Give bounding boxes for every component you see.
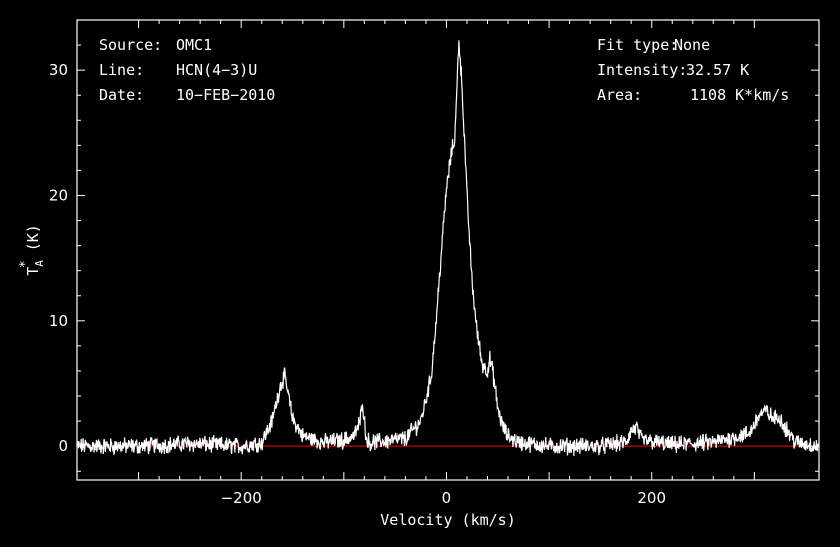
intensity-label: Intensity: [597, 61, 687, 79]
x-tick-label: 0 [442, 489, 452, 507]
source-label: Source: [99, 36, 162, 54]
date-label: Date: [99, 86, 144, 104]
line-label: Line: [99, 61, 144, 79]
spectrum-trace [76, 40, 820, 456]
x-axis-label: Velocity (km/s) [380, 511, 515, 529]
x-tick-label: −200 [221, 489, 262, 507]
y-axis-label: TA* (K) [18, 224, 46, 276]
y-tick-label: 10 [49, 312, 68, 330]
x-tick-label: 200 [637, 489, 666, 507]
source-value: OMC1 [176, 36, 212, 54]
plot-border [76, 19, 820, 481]
fit-type-value: None [674, 36, 710, 54]
svg-text:TA* (K): TA* (K) [18, 224, 46, 276]
area-value: 1108 K*km/s [690, 86, 789, 104]
date-value: 10−FEB−2010 [176, 86, 275, 104]
line-value: HCN(4−3)U [176, 61, 257, 79]
fit-type-label: Fit type: [597, 36, 678, 54]
axis-ticks [77, 19, 819, 480]
y-tick-labels: 0 10 20 30 [49, 61, 68, 455]
x-tick-labels: −200 0 200 [221, 489, 666, 507]
y-tick-label: 30 [49, 61, 68, 79]
y-tick-label: 20 [49, 186, 68, 204]
y-tick-label: 0 [58, 437, 68, 455]
intensity-value: 32.57 K [686, 61, 749, 79]
plot-frame [76, 19, 820, 481]
area-label: Area: [597, 86, 642, 104]
